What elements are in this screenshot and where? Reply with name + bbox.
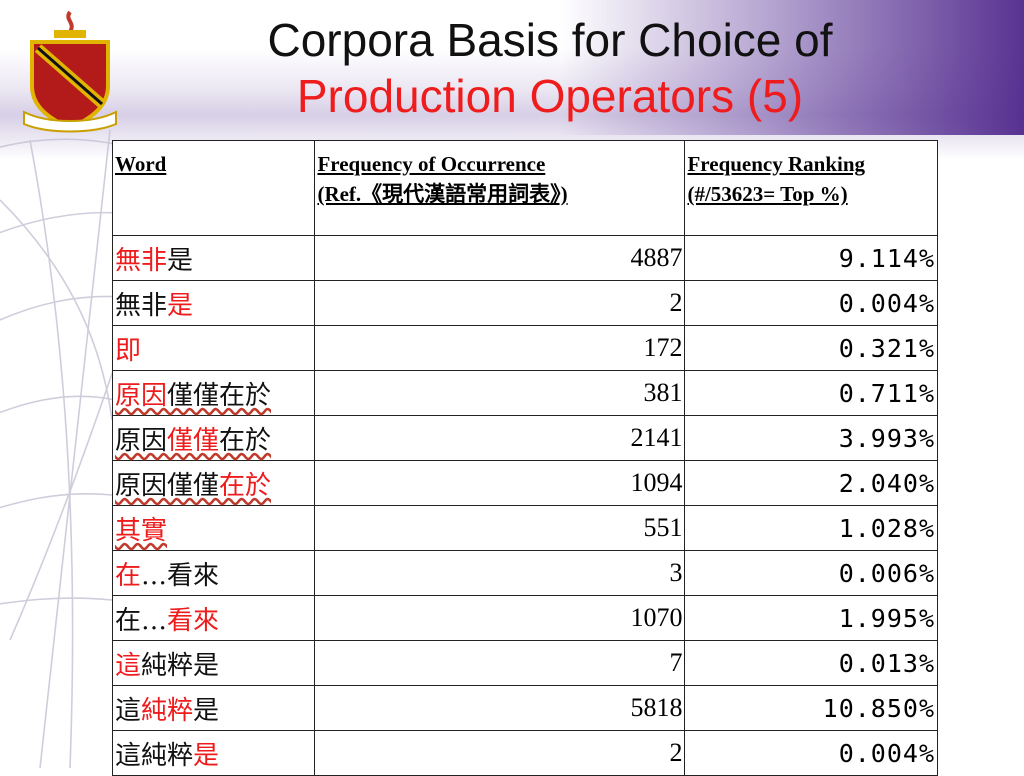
word-cell: 無非是 <box>111 280 316 326</box>
ranking-cell: 0.711% <box>684 370 938 416</box>
word-highlight: 無非 <box>115 245 168 276</box>
header-ranking-note: (#/53623= Top %) <box>687 182 848 206</box>
word-highlight: 即 <box>115 335 142 366</box>
word-segment: 這純粹 <box>115 740 194 771</box>
header-ranking: Frequency Ranking (#/53623= Top %) <box>684 140 938 236</box>
frequency-cell: 172 <box>314 325 686 371</box>
frequency-cell: 7 <box>314 640 686 686</box>
ranking-cell: 10.850% <box>684 685 938 731</box>
ranking-cell: 1.995% <box>684 595 938 641</box>
frequency-cell: 3 <box>314 550 686 596</box>
table-body: 無非是 4887 9.114% 無非是 2 0.004% 即 172 0.321% 原因僅僅在於 3… <box>111 235 938 776</box>
frequency-cell: 2 <box>314 730 686 776</box>
slide-title: Corpora Basis for Choice of Production O… <box>130 12 970 124</box>
word-highlight: 在 <box>115 560 142 591</box>
word-segment: 這 <box>115 695 142 726</box>
word-segment: 原因僅僅 <box>115 470 220 501</box>
ranking-cell: 0.004% <box>684 730 938 776</box>
table-row: 原因僅僅在於 381 0.711% <box>111 370 938 416</box>
word-cell: 即 <box>111 325 316 371</box>
word-segment: 是 <box>193 695 220 726</box>
ranking-cell: 1.028% <box>684 505 938 551</box>
ranking-cell: 0.013% <box>684 640 938 686</box>
word-segment: 僅僅在於 <box>167 380 272 411</box>
word-cell: 無非是 <box>111 235 316 281</box>
ranking-cell: 3.993% <box>684 415 938 461</box>
word-highlight: 其實 <box>115 515 168 546</box>
word-segment: 在於 <box>219 425 272 456</box>
table-row: 原因僅僅在於 1094 2.040% <box>111 460 938 506</box>
word-segment: 是 <box>167 245 194 276</box>
word-cell: 這純粹是 <box>111 685 316 731</box>
ranking-cell: 0.006% <box>684 550 938 596</box>
word-highlight: 純粹 <box>141 695 194 726</box>
word-highlight: 是 <box>193 740 220 771</box>
word-cell: 這純粹是 <box>111 730 316 776</box>
frequency-cell: 2 <box>314 280 686 326</box>
frequency-cell: 1070 <box>314 595 686 641</box>
table-header-row: Word Frequency of Occurrence (Ref.《現代漢語常用… <box>111 140 938 236</box>
word-cell: 其實 <box>111 505 316 551</box>
institute-crest-logo <box>23 10 117 133</box>
table-row: 其實 551 1.028% <box>111 505 938 551</box>
ranking-cell: 0.004% <box>684 280 938 326</box>
ranking-cell: 9.114% <box>684 235 938 281</box>
header-frequency-label: Frequency of Occurrence <box>317 152 546 176</box>
header-word: Word <box>111 140 316 236</box>
ranking-cell: 2.040% <box>684 460 938 506</box>
table-row: 在…看來 1070 1.995% <box>111 595 938 641</box>
frequency-cell: 4887 <box>314 235 686 281</box>
word-cell: 在…看來 <box>111 550 316 596</box>
word-cell: 這純粹是 <box>111 640 316 686</box>
word-cell: 原因僅僅在於 <box>111 460 316 506</box>
header-ranking-label: Frequency Ranking <box>687 152 866 176</box>
table-row: 即 172 0.321% <box>111 325 938 371</box>
title-line-2: Production Operators (5) <box>296 70 804 122</box>
word-segment: 原因 <box>115 425 168 456</box>
table-row: 這純粹是 5818 10.850% <box>111 685 938 731</box>
header-frequency: Frequency of Occurrence (Ref.《現代漢語常用詞表》) <box>314 140 686 236</box>
word-highlight: 在於 <box>219 470 272 501</box>
table-row: 原因僅僅在於 2141 3.993% <box>111 415 938 461</box>
title-line-1: Corpora Basis for Choice of <box>267 14 833 66</box>
table-row: 在…看來 3 0.006% <box>111 550 938 596</box>
table-row: 這純粹是 7 0.013% <box>111 640 938 686</box>
table-row: 無非是 4887 9.114% <box>111 235 938 281</box>
word-highlight: 看來 <box>167 605 220 636</box>
word-segment: 無非 <box>115 290 168 321</box>
header-word-label: Word <box>115 152 167 176</box>
word-highlight: 原因 <box>115 380 168 411</box>
frequency-cell: 381 <box>314 370 686 416</box>
table-row: 這純粹是 2 0.004% <box>111 730 938 776</box>
word-segment: …看來 <box>141 560 220 591</box>
frequency-cell: 551 <box>314 505 686 551</box>
word-highlight: 是 <box>167 290 194 321</box>
header-frequency-ref: (Ref.《現代漢語常用詞表》) <box>317 182 568 206</box>
word-segment: 純粹是 <box>141 650 220 681</box>
header-gradient <box>560 0 1024 135</box>
table-row: 無非是 2 0.004% <box>111 280 938 326</box>
frequency-cell: 5818 <box>314 685 686 731</box>
frequency-cell: 2141 <box>314 415 686 461</box>
word-cell: 在…看來 <box>111 595 316 641</box>
word-highlight: 僅僅 <box>167 425 220 456</box>
word-cell: 原因僅僅在於 <box>111 415 316 461</box>
frequency-table: Word Frequency of Occurrence (Ref.《現代漢語常用… <box>111 140 938 776</box>
word-highlight: 這 <box>115 650 142 681</box>
ranking-cell: 0.321% <box>684 325 938 371</box>
word-cell: 原因僅僅在於 <box>111 370 316 416</box>
word-segment: 在… <box>115 605 168 636</box>
frequency-cell: 1094 <box>314 460 686 506</box>
